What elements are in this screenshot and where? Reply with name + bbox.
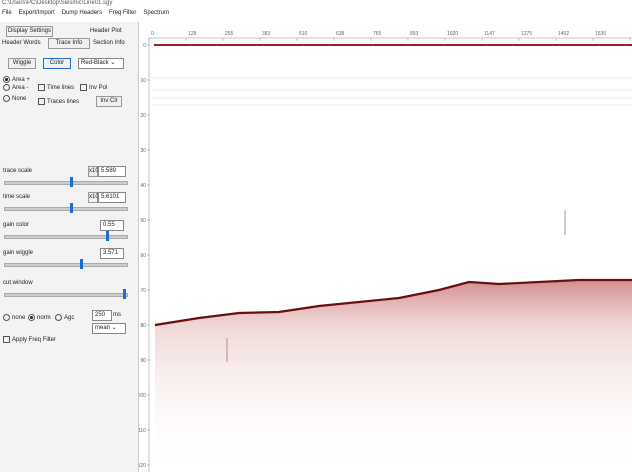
x-tick-label: 1147 <box>484 31 495 37</box>
value-input[interactable]: 3.571 <box>100 248 124 259</box>
radio[interactable]: Area + <box>3 76 30 83</box>
tab[interactable]: Section Info <box>93 40 125 46</box>
slider-thumb[interactable] <box>70 177 73 187</box>
checkbox-label: Time lines <box>47 85 74 91</box>
y-tick-label: 60 <box>140 253 146 259</box>
wiggle-button[interactable]: Wiggle <box>8 58 36 69</box>
tab[interactable]: Trace Info <box>48 38 90 49</box>
radio[interactable]: norm <box>28 314 51 321</box>
x-tick-label: 1275 <box>521 31 532 37</box>
x-tick-label: 893 <box>410 31 419 37</box>
checkbox-label: Apply Freq Filter <box>12 337 56 343</box>
checkbox[interactable]: Traces lines <box>38 98 79 105</box>
unit: ms <box>113 312 121 318</box>
slider-thumb[interactable] <box>70 203 73 213</box>
radio-label: None <box>12 96 26 102</box>
window-input[interactable]: 250 <box>92 310 112 321</box>
radio[interactable]: none <box>3 314 25 321</box>
palette: Red-Black <box>81 60 109 66</box>
x-tick-label: 1402 <box>558 31 569 37</box>
y-tick-label: 110 <box>139 428 146 434</box>
value-input[interactable]: 0.55 <box>100 220 124 231</box>
slider-track[interactable] <box>4 263 128 267</box>
x-tick-label: 0 <box>151 31 154 37</box>
control-label: gain wiggle <box>3 250 33 256</box>
surface-reflection <box>154 44 632 46</box>
y-tick-label: 80 <box>140 323 146 329</box>
multiplier[interactable]: x10 <box>88 166 98 177</box>
slider-track[interactable] <box>4 293 128 297</box>
color-button[interactable]: Color <box>43 58 71 69</box>
x-tick-label: 765 <box>373 31 382 37</box>
mode: mean <box>95 325 110 331</box>
control-label: time scale <box>3 194 30 200</box>
y-tick-label: 40 <box>140 183 146 189</box>
app-window: C:\Users\PC\Desktop\Seismic\Line01.sgy F… <box>0 0 632 472</box>
y-tick-label: 120 <box>139 463 146 469</box>
tab[interactable]: Header Plot <box>90 28 122 34</box>
radio-label: norm <box>37 315 51 321</box>
window-title: C:\Users\PC\Desktop\Seismic\Line01.sgy <box>2 0 112 6</box>
menu-item[interactable]: Export/Import <box>19 10 55 16</box>
y-tick-label: 0 <box>143 43 146 49</box>
radio-label: Area + <box>12 77 30 83</box>
checkbox[interactable]: Inv Pol <box>80 84 107 91</box>
menu-bar: File Export/Import Dump Headers Freq Filter… <box>2 10 169 16</box>
x-tick-label: 383 <box>262 31 271 37</box>
y-tick-label: 20 <box>140 113 146 119</box>
menu-item[interactable]: Spectrum <box>143 10 169 16</box>
x-tick-label: 128 <box>188 31 197 37</box>
y-tick-label: 70 <box>140 288 146 294</box>
checkbox[interactable]: Apply Freq Filter <box>3 336 56 343</box>
slider-track[interactable] <box>4 181 128 185</box>
value-input[interactable]: 5.589 <box>98 166 126 177</box>
checkbox[interactable]: Time lines <box>38 84 74 91</box>
slider-thumb[interactable] <box>106 231 109 241</box>
slider-track[interactable] <box>4 235 128 239</box>
checkbox-label: Traces lines <box>47 99 79 105</box>
radio-label: Agc <box>64 315 74 321</box>
slider-track[interactable] <box>4 207 128 211</box>
control-label: gain color <box>3 222 29 228</box>
menu-item[interactable]: File <box>2 10 12 16</box>
y-tick-label: 90 <box>140 358 146 364</box>
y-tick-label: 30 <box>140 148 146 154</box>
checkbox-label: Inv Pol <box>89 85 107 91</box>
tab[interactable]: Header Words <box>2 40 41 46</box>
y-tick-label: 50 <box>140 218 146 224</box>
radio[interactable]: Agc <box>55 314 74 321</box>
mode-dropdown[interactable]: mean ⌄ <box>92 323 126 334</box>
slider-thumb[interactable] <box>123 289 126 299</box>
y-tick-label: 100 <box>139 393 146 399</box>
y-tick-label: 10 <box>140 78 146 84</box>
control-label: trace scale <box>3 168 32 174</box>
x-tick-label: 1530 <box>595 31 606 37</box>
control-label: cut window <box>3 280 33 286</box>
radio[interactable]: None <box>3 95 26 102</box>
radio-label: Area - <box>12 85 28 91</box>
menu-item[interactable]: Dump Headers <box>62 10 102 16</box>
x-tick-label: 255 <box>225 31 234 37</box>
palette-dropdown[interactable]: Red-Black ⌄ <box>78 58 124 69</box>
radio[interactable]: Area - <box>3 84 28 91</box>
x-tick-label: 510 <box>299 31 308 37</box>
slider-thumb[interactable] <box>80 259 83 269</box>
x-tick-label: 638 <box>336 31 345 37</box>
tab[interactable]: Display Settings <box>6 26 53 37</box>
radio-label: none <box>12 315 25 321</box>
multiplier[interactable]: x10 <box>88 192 98 203</box>
inv-clr-button[interactable]: Inv Clr <box>96 96 122 107</box>
menu-item[interactable]: Freq Filter <box>109 10 136 16</box>
x-tick-label: 1020 <box>447 31 458 37</box>
value-input[interactable]: 5.6101 <box>98 192 126 203</box>
